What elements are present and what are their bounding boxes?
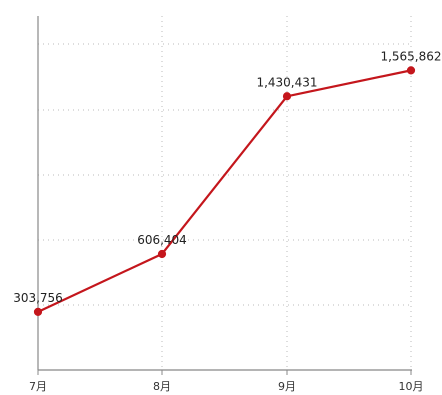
data-points <box>33 66 416 316</box>
x-tick-label-0: 7月 <box>29 380 47 393</box>
x-tick-label-2: 9月 <box>278 380 296 393</box>
data-point-0 <box>33 307 43 316</box>
data-label-3: 1,565,862 <box>380 49 441 63</box>
x-tick-label-3: 10月 <box>399 380 424 393</box>
x-tick-labels: 7月 8月 9月 10月 <box>29 380 424 393</box>
data-label-0: 303,756 <box>13 291 63 305</box>
series-line <box>37 69 412 313</box>
x-tick-marks <box>37 370 412 375</box>
grid-lines <box>38 16 412 370</box>
data-point-1 <box>157 249 167 259</box>
x-tick-label-1: 8月 <box>153 380 171 393</box>
data-point-2 <box>282 92 292 101</box>
data-label-2: 1,430,431 <box>256 75 317 89</box>
data-point-3 <box>406 66 416 75</box>
data-labels: 303,756 606,404 1,430,431 1,565,862 <box>13 49 441 305</box>
data-label-1: 606,404 <box>137 233 187 247</box>
